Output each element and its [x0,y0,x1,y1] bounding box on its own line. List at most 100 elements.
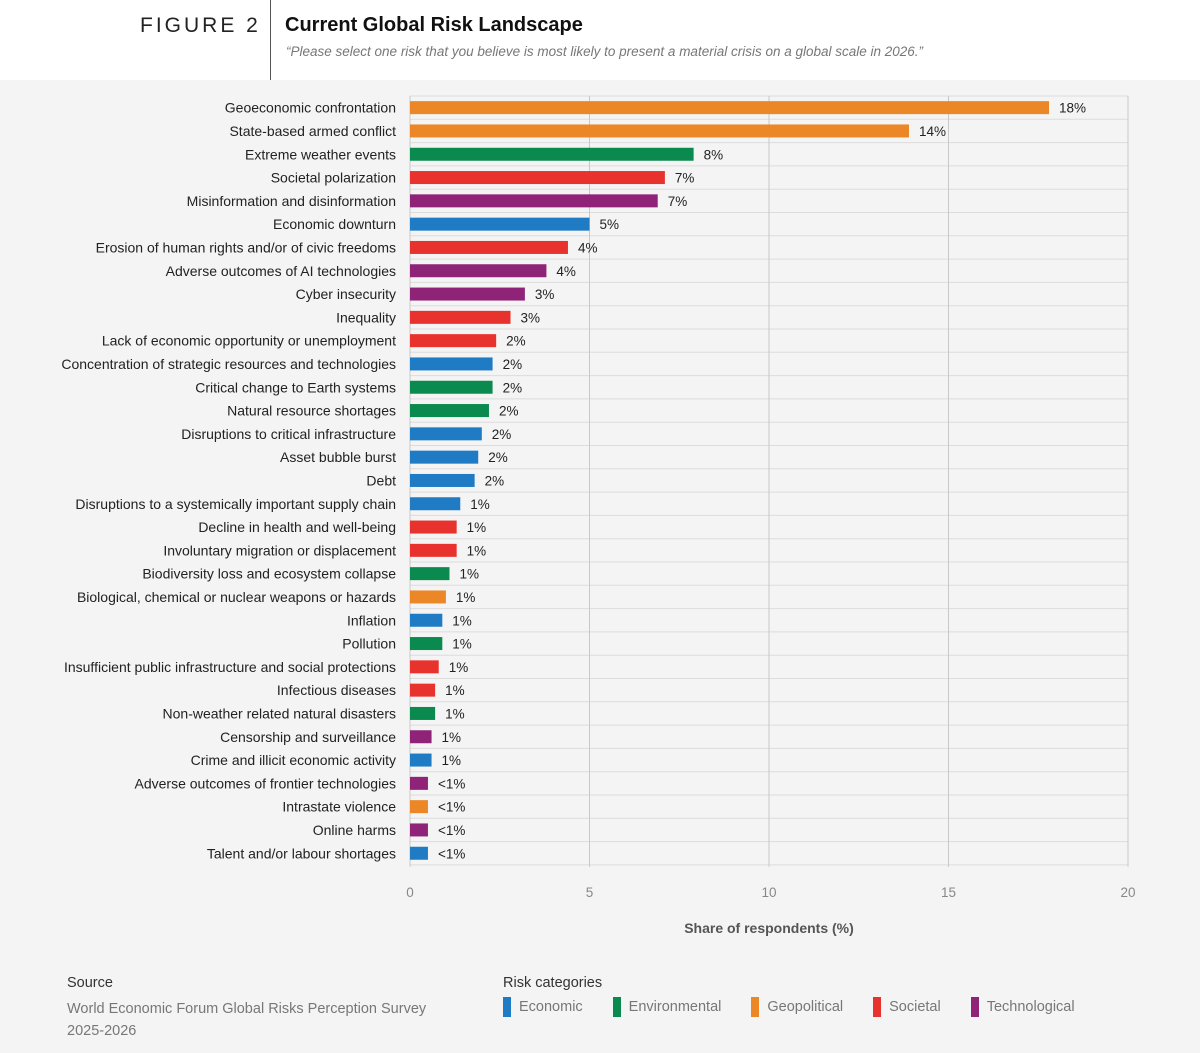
category-label: Concentration of strategic resources and… [61,356,396,372]
figure-title: Current Global Risk Landscape [285,14,583,36]
category-label: Insufficient public infrastructure and s… [64,659,396,675]
bar-value-label: 7% [668,194,688,209]
bar-value-label: 1% [470,497,490,512]
category-label: Biodiversity loss and ecosystem collapse [142,566,396,582]
bar-value-label: 1% [467,543,487,558]
bar-value-label: 2% [492,427,512,442]
source-text: World Economic Forum Global Risks Percep… [67,1001,427,1039]
bar [410,147,694,161]
x-tick-label: 0 [406,885,414,900]
bar-value-label: 3% [521,310,541,325]
bar-value-label: 2% [488,450,508,465]
figure-label: FIGURE 2 [140,14,261,37]
bar-value-label: 1% [442,753,462,768]
bar [410,590,446,604]
figure-subtitle: “Please select one risk that you believe… [286,44,924,59]
bar [410,404,489,418]
bar [410,124,910,138]
bar [410,334,497,348]
legend-label: Economic [519,999,583,1015]
bar [410,660,439,674]
category-label: Censorship and surveillance [220,729,396,745]
x-tick-label: 15 [941,885,956,900]
category-label: Non-weather related natural disasters [163,705,396,721]
category-label: Adverse outcomes of frontier technologie… [135,775,396,791]
bar [410,287,525,301]
category-label: Asset bubble burst [280,449,396,465]
category-label: Geoeconomic confrontation [225,100,396,116]
category-label: State-based armed conflict [229,123,396,139]
legend-swatch [751,997,760,1017]
category-label: Inflation [347,612,396,628]
bar [410,310,511,324]
bar-value-label: 4% [556,264,576,279]
bar [410,194,658,208]
category-label: Decline in health and well-being [198,519,396,535]
legend-item: Technological [970,997,1075,1017]
category-label: Pollution [342,636,396,652]
legend-swatch [503,997,511,1017]
legend-swatch [612,997,621,1017]
x-tick-label: 20 [1120,885,1135,900]
bar-value-label: 2% [503,380,523,395]
bar [410,637,443,651]
bar [410,776,428,790]
bar-value-label: 7% [675,171,695,186]
category-label: Cyber insecurity [296,286,396,302]
legend-item: Societal [873,997,941,1017]
bar-value-label: <1% [438,846,465,861]
bar [410,450,479,464]
bar-value-label: 2% [503,357,523,372]
category-label: Crime and illicit economic activity [191,752,396,768]
bar-value-label: 1% [449,660,469,675]
bar-value-label: <1% [438,776,465,791]
legend-label: Geopolitical [767,999,844,1015]
bar-value-label: 2% [499,404,519,419]
bar-value-label: 1% [452,637,472,652]
category-label: Debt [366,472,396,488]
legend-label: Technological [986,999,1075,1015]
legend-title: Risk categories [503,975,603,991]
bar-value-label: 14% [919,124,946,139]
bar [410,706,436,720]
bar [410,613,443,627]
chart-panel: 0 5 10 15 20 Geoeconomic confrontation 18% Stat… [0,80,1200,1053]
bar-value-label: 1% [459,567,479,582]
legend-label: Societal [889,999,941,1015]
category-label: Online harms [313,822,396,838]
bar [410,357,493,371]
bar-value-label: 1% [442,730,462,745]
category-label: Lack of economic opportunity or unemploy… [102,333,396,349]
category-label: Involuntary migration or displacement [163,542,396,558]
bar [410,800,428,814]
source-title: Source [67,975,113,991]
legend-label: Environmental [628,999,722,1015]
category-label: Talent and/or labour shortages [207,845,396,861]
bar-value-label: 3% [535,287,555,302]
category-label: Biological, chemical or nuclear weapons … [77,589,396,605]
category-label: Misinformation and disinformation [187,193,396,209]
x-tick-label: 5 [586,885,594,900]
bar [410,171,665,185]
category-label: Intrastate violence [282,799,396,815]
bar-value-label: <1% [438,823,465,838]
legend-swatch [873,997,882,1017]
bar [410,264,547,278]
bar-value-label: 1% [452,613,472,628]
bar-value-label: 5% [600,217,620,232]
category-label: Erosion of human rights and/or of civic … [96,239,396,255]
bar [410,730,432,744]
bar [410,567,450,581]
bar [410,497,461,511]
bar [410,846,428,860]
bar [410,427,482,441]
legend-item: Economic [503,997,583,1017]
bar-value-label: 2% [506,334,526,349]
category-label: Disruptions to a systemically important … [75,496,396,512]
x-axis-label: Share of respondents (%) [684,920,854,936]
category-label: Societal polarization [271,170,396,186]
bar [410,473,475,487]
bar-value-label: <1% [438,800,465,815]
header-divider [270,0,271,80]
bar-value-label: 1% [467,520,487,535]
